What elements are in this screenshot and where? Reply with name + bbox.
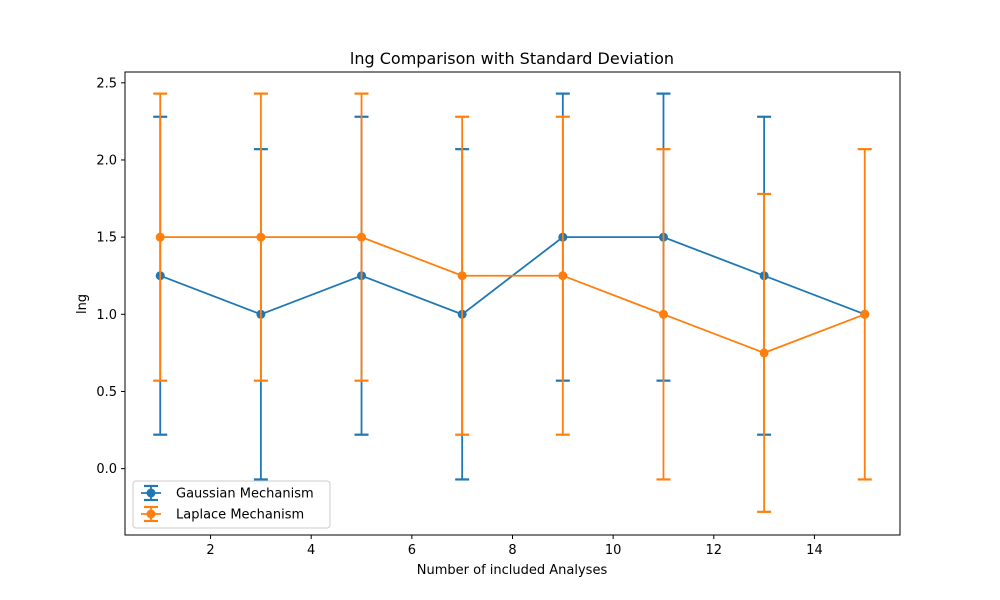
y-tick-label: 2.0 (96, 153, 117, 168)
data-point (256, 232, 266, 242)
y-tick-label: 0.5 (96, 385, 117, 400)
x-tick-label: 8 (508, 543, 516, 558)
y-axis-title: lng (75, 294, 90, 314)
y-tick-label: 1.0 (96, 308, 117, 323)
legend-marker (146, 488, 156, 498)
legend-item: Gaussian Mechanism (141, 484, 314, 502)
x-tick-label: 12 (706, 543, 723, 558)
series-1 (153, 92, 872, 513)
data-point (759, 348, 769, 358)
data-point (457, 271, 467, 281)
legend-marker (146, 509, 156, 519)
axes: 2 4 6 8 10 12 14 0.0 0.5 1.0 1.5 2.0 2.5 (96, 76, 822, 558)
data-point (357, 232, 367, 242)
data-point (155, 232, 165, 242)
x-tick-label: 14 (806, 543, 823, 558)
y-tick-label: 2.5 (96, 76, 117, 91)
x-tick-label: 2 (206, 543, 214, 558)
x-tick-label: 6 (408, 543, 416, 558)
y-tick-label: 0.0 (96, 462, 117, 477)
legend-box (132, 480, 331, 529)
x-axis-title: Number of included Analyses (417, 563, 608, 578)
data-point (860, 309, 870, 319)
x-tick-label: 4 (307, 543, 315, 558)
legend-label: Gaussian Mechanism (176, 487, 314, 502)
legend-item: Laplace Mechanism (141, 505, 304, 523)
legend-label: Laplace Mechanism (176, 508, 304, 523)
y-tick-label: 1.5 (96, 231, 117, 246)
plot-frame (124, 71, 901, 536)
x-tick-label: 10 (605, 543, 622, 558)
legend: Gaussian Mechanism Laplace Mechanism (132, 480, 331, 529)
series-line (160, 236, 866, 354)
plot-area (153, 92, 872, 513)
chart-title: lng Comparison with Standard Deviation (350, 49, 674, 68)
data-point (658, 309, 668, 319)
data-point (558, 271, 568, 281)
